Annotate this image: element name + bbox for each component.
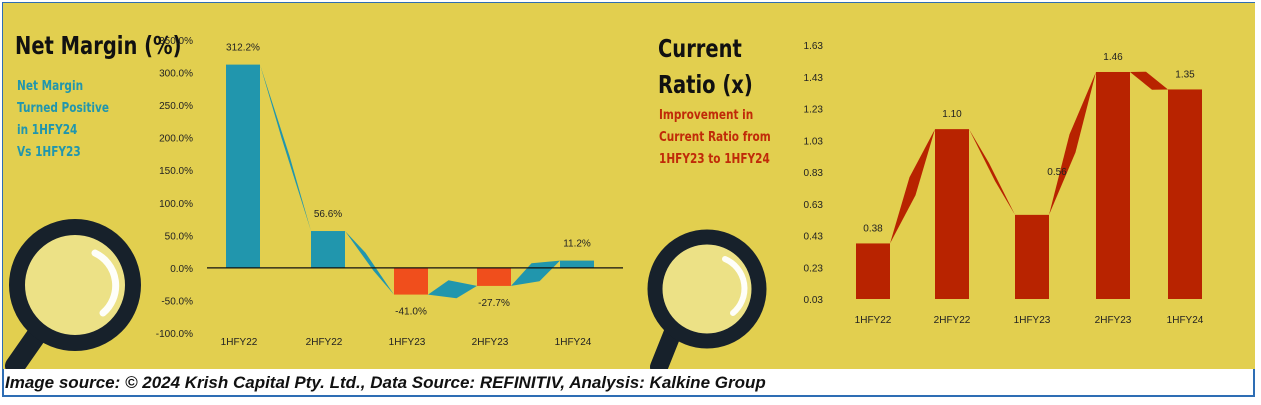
x-tick-label: 1HFY22 [855, 315, 892, 326]
x-tick-label: 1HFY22 [221, 337, 258, 348]
data-label: 0.38 [863, 223, 883, 234]
data-label: 1.10 [942, 109, 962, 120]
y-tick-label: 50.0% [165, 231, 193, 242]
current-ratio-connector [1130, 71, 1168, 90]
y-tick-label: 1.43 [804, 73, 824, 84]
data-label: 1.46 [1103, 52, 1123, 63]
data-label: 1.35 [1175, 69, 1195, 80]
net-margin-connector [428, 280, 477, 299]
x-tick-label: 1HFY23 [1014, 315, 1051, 326]
net-margin-subtitle-line: in 1HFY24 [17, 122, 78, 138]
y-tick-label: 250.0% [159, 101, 193, 112]
y-tick-label: 0.03 [804, 295, 824, 306]
data-label: 0.56 [1047, 167, 1067, 178]
x-tick-label: 1HFY23 [389, 337, 426, 348]
y-tick-label: -100.0% [156, 329, 193, 340]
x-tick-label: 2HFY22 [934, 315, 971, 326]
net-margin-subtitle-line: Net Margin [17, 78, 84, 94]
x-tick-label: 2HFY23 [472, 337, 509, 348]
net-margin-bar [226, 64, 260, 268]
x-tick-label: 2HFY22 [306, 337, 343, 348]
x-tick-label: 2HFY23 [1095, 315, 1132, 326]
image-source-caption: Image source: © 2024 Krish Capital Pty. … [5, 373, 766, 392]
current-ratio-title-line: Ratio (x) [658, 70, 753, 99]
current-ratio-bar [935, 129, 969, 299]
y-tick-label: 0.0% [170, 264, 193, 275]
current-ratio-connector [890, 129, 935, 244]
y-tick-label: 0.43 [804, 232, 824, 243]
current-ratio-bar [1096, 71, 1130, 299]
current-ratio-chart: 1.63 1.43 1.23 1.03 0.83 0.63 0.43 0.23 0.03 0.38… [804, 41, 1204, 326]
y-tick-label: 150.0% [159, 166, 193, 177]
data-label: 56.6% [314, 209, 342, 220]
net-margin-bar [394, 267, 428, 295]
x-tick-label: 1HFY24 [1167, 315, 1204, 326]
current-ratio-connector [969, 129, 1015, 215]
y-tick-label: 200.0% [159, 134, 193, 145]
x-tick-label: 1HFY24 [555, 337, 592, 348]
data-label: -41.0% [395, 307, 427, 318]
current-ratio-title: Current Ratio (x) [658, 31, 753, 103]
y-tick-label: 0.83 [804, 168, 824, 179]
net-margin-subtitle-line: Vs 1HFY23 [17, 144, 81, 160]
y-tick-label: 1.03 [804, 136, 824, 147]
net-margin-subtitle: Net Margin Turned Positive in 1HFY24 Vs 1HF… [17, 75, 109, 163]
chart-panel: Net Margin (%) Net Margin Turned Positive… [3, 3, 1255, 369]
current-ratio-title-line: Current [658, 34, 742, 63]
y-tick-label: 350.0% [159, 36, 193, 47]
net-margin-connector [345, 231, 394, 295]
data-label: 312.2% [226, 43, 260, 54]
y-tick-label: 1.63 [804, 41, 824, 52]
y-tick-label: 100.0% [159, 199, 193, 210]
net-margin-bar [477, 267, 511, 286]
net-margin-bar [560, 260, 594, 268]
net-margin-connector [511, 260, 560, 286]
y-tick-label: 300.0% [159, 69, 193, 80]
net-margin-bar [311, 231, 345, 268]
y-tick-label: 1.23 [804, 105, 824, 116]
current-ratio-bar [1015, 214, 1049, 299]
magnifier-icon [5, 219, 141, 369]
data-label: 11.2% [563, 239, 591, 250]
y-tick-label: 0.63 [804, 200, 824, 211]
current-ratio-bar [856, 243, 890, 299]
net-margin-title: Net Margin (%) [15, 31, 182, 60]
current-ratio-bar [1168, 89, 1202, 299]
current-ratio-connector [1049, 71, 1096, 215]
y-tick-label: 0.23 [804, 263, 824, 274]
current-ratio-subtitle-line: Current Ratio from [659, 129, 771, 145]
y-tick-label: -50.0% [161, 296, 193, 307]
current-ratio-subtitle-line: 1HFY23 to 1HFY24 [659, 151, 770, 167]
net-margin-connector [260, 64, 311, 232]
current-ratio-subtitle-line: Improvement in [659, 107, 754, 123]
current-ratio-subtitle: Improvement in Current Ratio from 1HFY23 t… [659, 104, 771, 170]
magnifier-icon [647, 229, 767, 369]
net-margin-subtitle-line: Turned Positive [17, 100, 110, 116]
net-margin-chart: 350.0% 300.0% 250.0% 200.0% 150.0% 100.0% 50.0… [156, 36, 623, 348]
data-label: -27.7% [478, 298, 510, 309]
